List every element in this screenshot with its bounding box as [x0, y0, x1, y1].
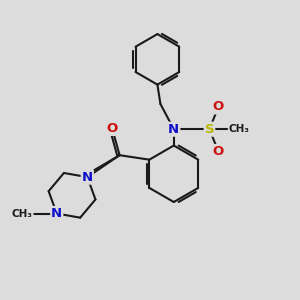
Text: N: N: [51, 207, 62, 220]
Text: N: N: [168, 123, 179, 136]
Text: N: N: [82, 171, 93, 184]
Text: CH₃: CH₃: [11, 208, 32, 218]
Text: O: O: [213, 145, 224, 158]
Text: CH₃: CH₃: [229, 124, 250, 134]
Text: S: S: [205, 123, 214, 136]
Text: O: O: [213, 100, 224, 113]
Text: O: O: [106, 122, 118, 135]
